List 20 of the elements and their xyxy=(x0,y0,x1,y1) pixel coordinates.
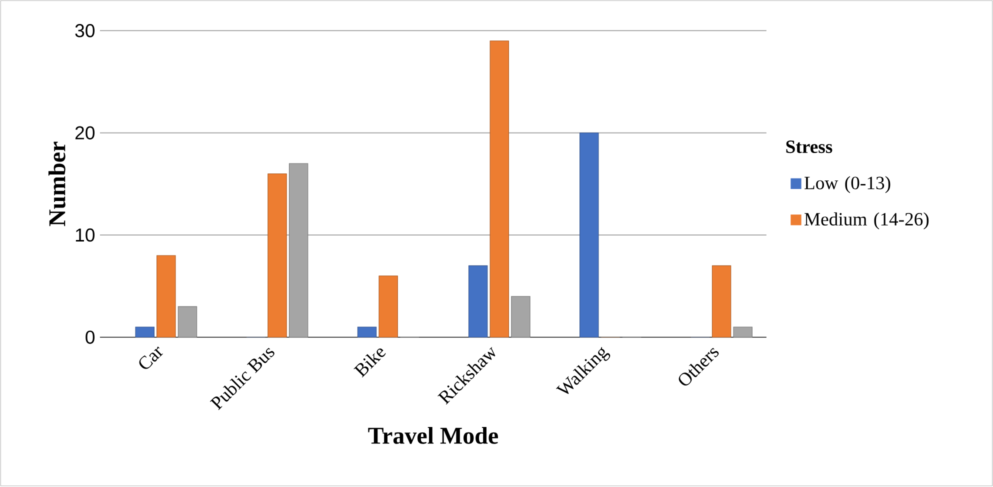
x-tick-label: Bike xyxy=(354,348,386,378)
bar xyxy=(580,132,599,338)
bar xyxy=(268,174,287,338)
legend-title: Stress xyxy=(786,140,832,154)
bar xyxy=(490,40,509,338)
y-tick-label: 10 xyxy=(76,228,95,242)
legend-label: Medium (14-26) xyxy=(804,212,929,230)
x-tick-label: Car xyxy=(139,346,163,370)
bar xyxy=(378,276,398,338)
bar xyxy=(712,266,732,338)
y-tick-label: 0 xyxy=(86,330,95,344)
bar xyxy=(358,327,376,338)
bar xyxy=(136,327,154,338)
bar xyxy=(156,255,176,338)
y-tick-label: 30 xyxy=(75,24,95,38)
legend-label: Low (0-13) xyxy=(804,176,890,194)
y-tick-label: 20 xyxy=(75,126,95,140)
y-axis-title: Number xyxy=(48,142,66,226)
bar xyxy=(468,266,488,338)
x-axis-title: Travel Mode xyxy=(368,427,498,444)
